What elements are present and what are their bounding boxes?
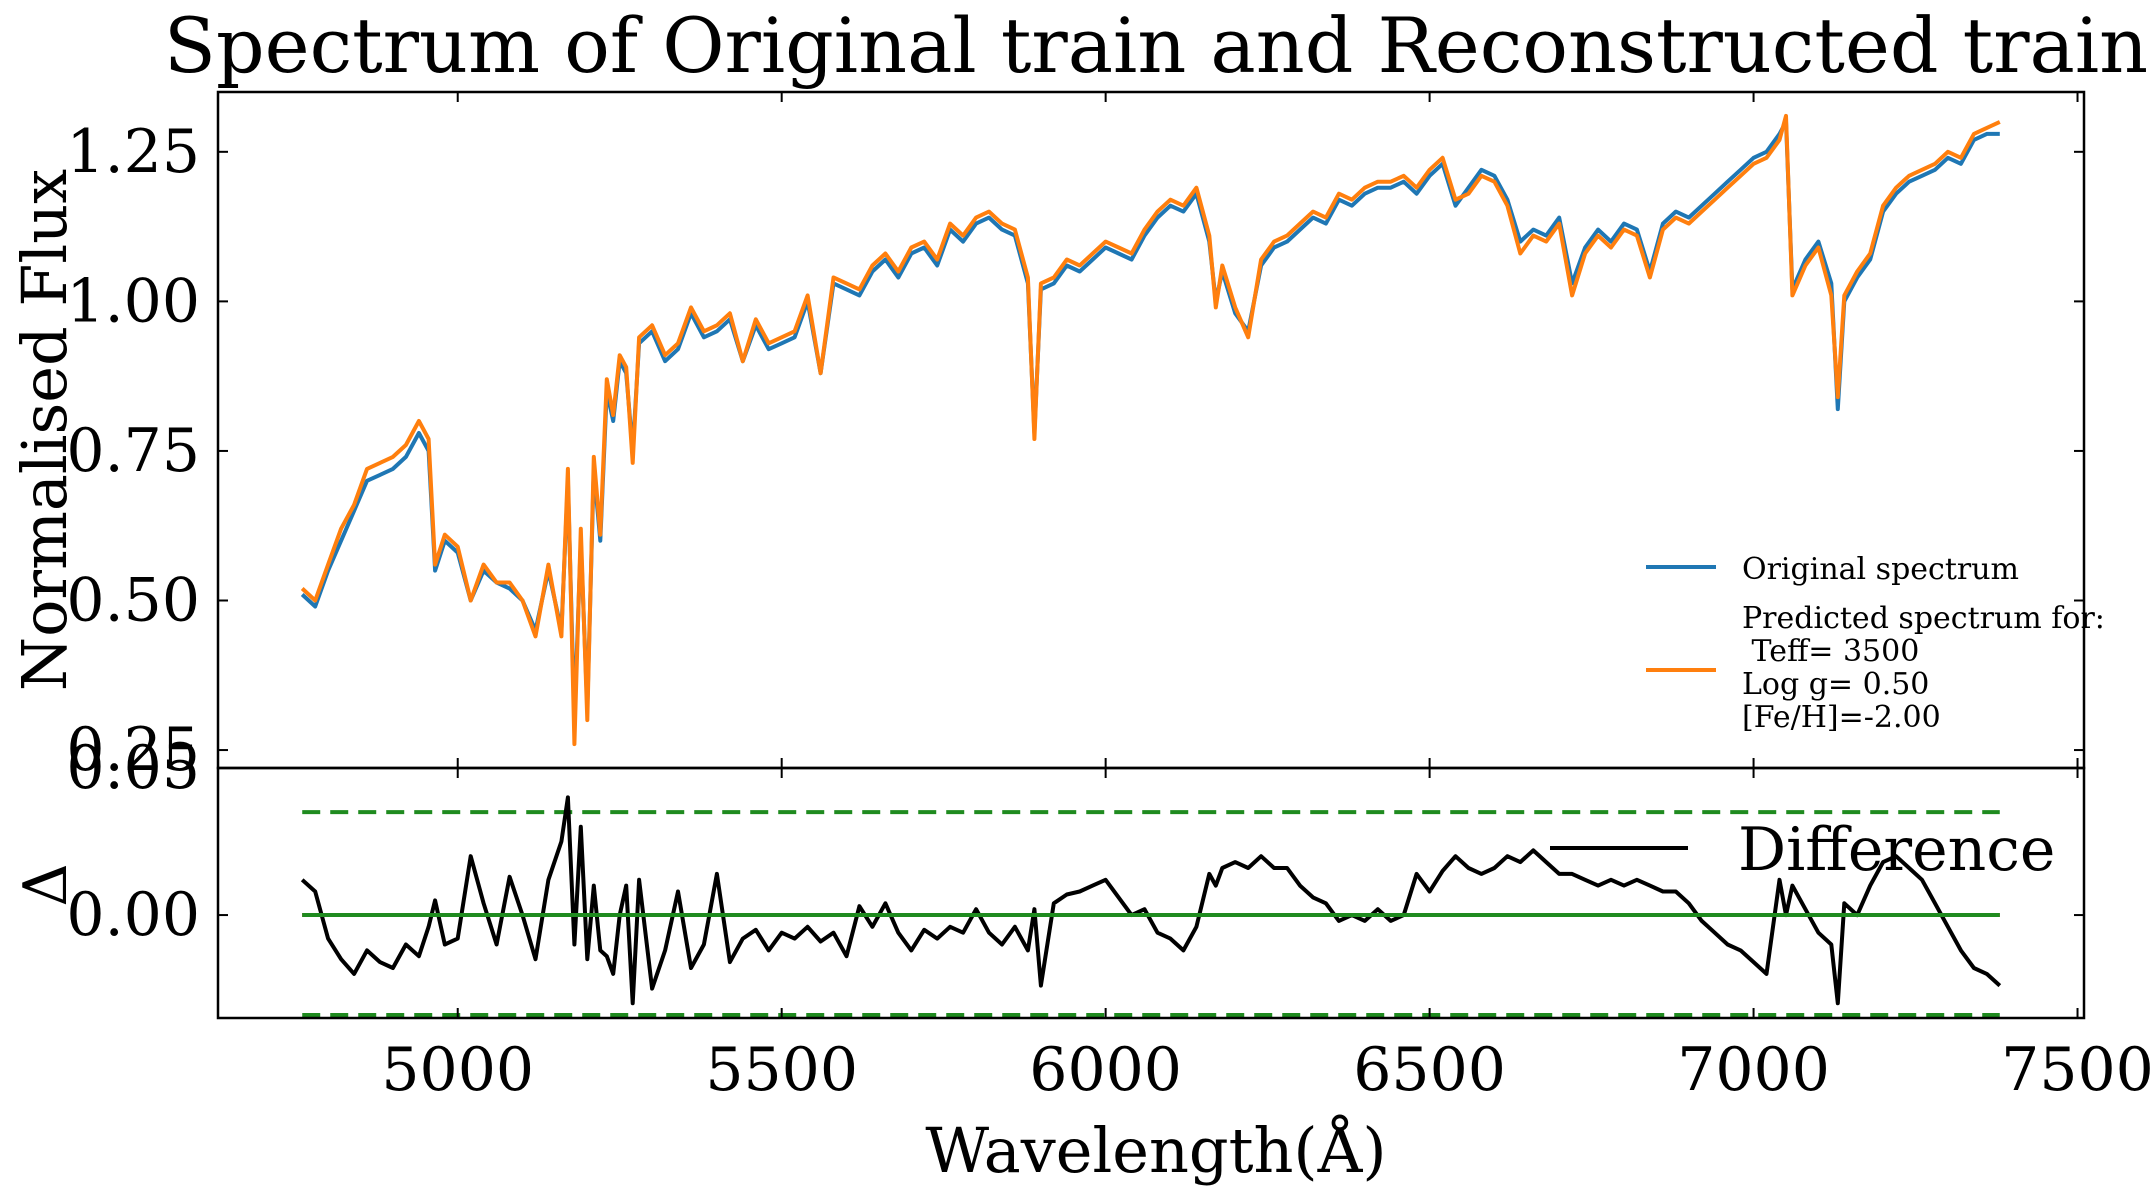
y-tick-label-bottom: 0.00 [66, 880, 200, 950]
x-tick-label: 5500 [705, 1035, 858, 1105]
legend-label-predicted-line: Predicted spectrum for: [1742, 601, 2105, 636]
top-panel-flux: 0.25 0.50 0.75 1.00 1.25 [66, 90, 2086, 785]
y-tick-label-top: 1.00 [66, 266, 200, 336]
y-axis-label-delta: Δ [11, 863, 81, 906]
y-tick-label-top: 0.50 [66, 565, 200, 635]
y-tick-label-top: 1.25 [66, 117, 200, 187]
legend-label-predicted-line: Log g= 0.50 [1742, 667, 1929, 702]
y-axis-label-flux: Normalised Flux [8, 169, 81, 691]
x-tick-label: 5000 [381, 1035, 534, 1105]
legend-top: Original spectrum Predicted spectrum for… [1646, 552, 2105, 735]
legend-label-predicted: Predicted spectrum for: Teff= 3500 Log g=… [1742, 601, 2105, 735]
x-tick-label: 7000 [1677, 1035, 1830, 1105]
x-tick-label: 6500 [1353, 1035, 1506, 1105]
bottom-axes-frame [216, 766, 2086, 1020]
x-axis-label-wavelength: Wavelength(Å) [925, 1114, 1386, 1187]
legend-label-predicted-line: [Fe/H]=-2.00 [1742, 700, 1941, 735]
y-tick-label-bottom: 0.05 [66, 733, 200, 803]
series-line-difference [300, 795, 2002, 1006]
x-tick-label: 7500 [2001, 1035, 2154, 1105]
series-line-predicted [300, 113, 2001, 747]
legend-bottom: Difference [1550, 815, 2055, 885]
chart-title: Spectrum of Original train and Reconstru… [164, 1, 2148, 90]
bottom-panel-difference: 0.00 0.05 5000 5500 6000 6500 7000 7500 [66, 733, 2153, 1105]
legend-label-difference: Difference [1738, 815, 2055, 885]
x-tick-label: 6000 [1029, 1035, 1182, 1105]
legend-label-predicted-line: Teff= 3500 [1742, 634, 1919, 669]
y-tick-label-top: 0.75 [66, 416, 200, 486]
legend-label-original: Original spectrum [1742, 552, 2019, 587]
y-tick-label-top: 0.25 [66, 715, 200, 785]
